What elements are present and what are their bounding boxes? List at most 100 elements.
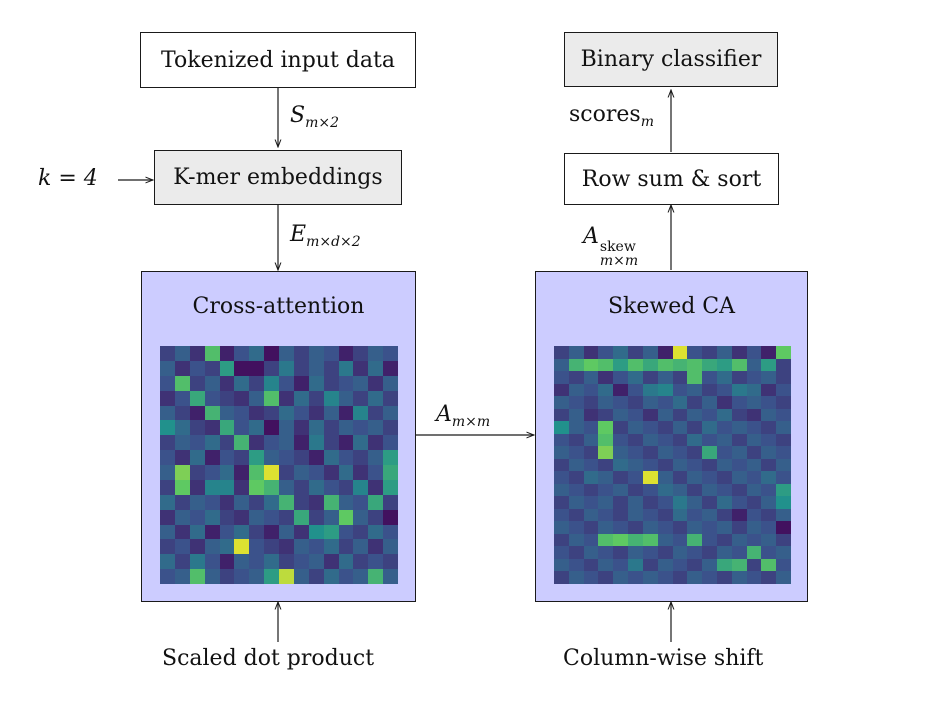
- heatmap-cell: [657, 396, 673, 409]
- heatmap-cell: [672, 533, 688, 547]
- heatmap-cell: [642, 346, 658, 359]
- heatmap-cell: [264, 539, 279, 555]
- heatmap-cell: [279, 569, 294, 584]
- heatmap-cell: [249, 360, 265, 376]
- heatmap-cell: [642, 533, 658, 547]
- heatmap-cell: [628, 458, 643, 472]
- heatmap-cell: [204, 435, 220, 451]
- heatmap-cell: [776, 558, 791, 572]
- heatmap-cell: [568, 408, 584, 422]
- skewed-ca-panel: Skewed CA: [535, 271, 808, 602]
- heatmap-cell: [234, 554, 250, 570]
- heatmap-cell: [613, 546, 629, 559]
- heatmap-cell: [642, 496, 658, 509]
- heatmap-cell: [308, 554, 324, 570]
- heatmap-cell: [174, 539, 190, 555]
- heatmap-cell: [702, 521, 717, 534]
- heatmap-cell: [219, 450, 235, 465]
- heatmap-cell: [568, 346, 584, 359]
- heatmap-cell: [657, 546, 673, 559]
- heatmap-cell: [308, 450, 324, 465]
- heatmap-cell: [368, 450, 384, 465]
- heatmap-cell: [716, 458, 732, 472]
- heatmap-cell: [568, 533, 584, 547]
- heatmap-cell: [219, 375, 235, 391]
- heatmap-cell: [308, 405, 324, 421]
- heatmap-cell: [598, 446, 614, 459]
- heatmap-cell: [383, 569, 398, 584]
- heatmap-cell: [702, 483, 717, 497]
- heatmap-cell: [642, 358, 658, 372]
- tokenized-input-label: Tokenized input data: [161, 47, 395, 73]
- heatmap-cell: [353, 524, 369, 540]
- heatmap-cell: [761, 433, 777, 447]
- heatmap-cell: [338, 435, 354, 451]
- heatmap-cell: [204, 569, 220, 584]
- heatmap-cell: [583, 558, 599, 572]
- heatmap-cell: [554, 521, 569, 534]
- heatmap-cell: [761, 358, 777, 372]
- heatmap-cell: [174, 375, 190, 391]
- edge-askew-scripts: skew m×m: [600, 240, 638, 268]
- heatmap-cell: [702, 358, 717, 372]
- skewed-ca-title: Skewed CA: [607, 294, 736, 319]
- heatmap-cell: [204, 554, 220, 570]
- heatmap-cell: [613, 446, 629, 459]
- heatmap-cell: [672, 471, 688, 484]
- heatmap-cell: [731, 471, 747, 484]
- heatmap-cell: [731, 358, 747, 372]
- heatmap-cell: [293, 390, 309, 406]
- heatmap-cell: [293, 405, 309, 421]
- heatmap-cell: [598, 521, 614, 534]
- heatmap-cell: [613, 471, 629, 484]
- heatmap-cell: [189, 569, 205, 584]
- heatmap-cell: [338, 465, 354, 480]
- heatmap-cell: [234, 494, 250, 510]
- heatmap-cell: [657, 483, 673, 497]
- heatmap-cell: [583, 446, 599, 459]
- heatmap-cell: [761, 521, 777, 534]
- heatmap-cell: [204, 465, 220, 480]
- heatmap-cell: [204, 494, 220, 510]
- heatmap-cell: [642, 383, 658, 397]
- heatmap-cell: [204, 405, 220, 421]
- heatmap-cell: [383, 405, 398, 421]
- heatmap-cell: [308, 479, 324, 495]
- heatmap-cell: [583, 396, 599, 409]
- heatmap-cell: [160, 346, 175, 361]
- heatmap-cell: [279, 405, 294, 421]
- heatmap-cell: [554, 383, 569, 397]
- heatmap-cell: [368, 360, 384, 376]
- heatmap-cell: [761, 533, 777, 547]
- heatmap-cell: [568, 383, 584, 397]
- heatmap-cell: [249, 390, 265, 406]
- heatmap-cell: [308, 569, 324, 584]
- heatmap-cell: [568, 471, 584, 484]
- heatmap-cell: [687, 458, 703, 472]
- heatmap-cell: [672, 383, 688, 397]
- heatmap-cell: [554, 558, 569, 572]
- heatmap-cell: [746, 571, 762, 584]
- heatmap-cell: [583, 471, 599, 484]
- heatmap-cell: [672, 546, 688, 559]
- heatmap-cell: [568, 371, 584, 384]
- heatmap-cell: [702, 421, 717, 434]
- heatmap-cell: [716, 483, 732, 497]
- heatmap-cell: [568, 571, 584, 584]
- heatmap-cell: [174, 420, 190, 436]
- heatmap-cell: [583, 521, 599, 534]
- heatmap-cell: [761, 483, 777, 497]
- heatmap-cell: [323, 420, 339, 436]
- heatmap-cell: [308, 524, 324, 540]
- heatmap-cell: [746, 458, 762, 472]
- heatmap-cell: [323, 390, 339, 406]
- heatmap-cell: [308, 346, 324, 361]
- heatmap-cell: [383, 346, 398, 361]
- heatmap-cell: [583, 483, 599, 497]
- heatmap-cell: [583, 358, 599, 372]
- heatmap-cell: [731, 558, 747, 572]
- heatmap-cell: [338, 390, 354, 406]
- heatmap-cell: [687, 558, 703, 572]
- heatmap-cell: [204, 450, 220, 465]
- heatmap-cell: [338, 360, 354, 376]
